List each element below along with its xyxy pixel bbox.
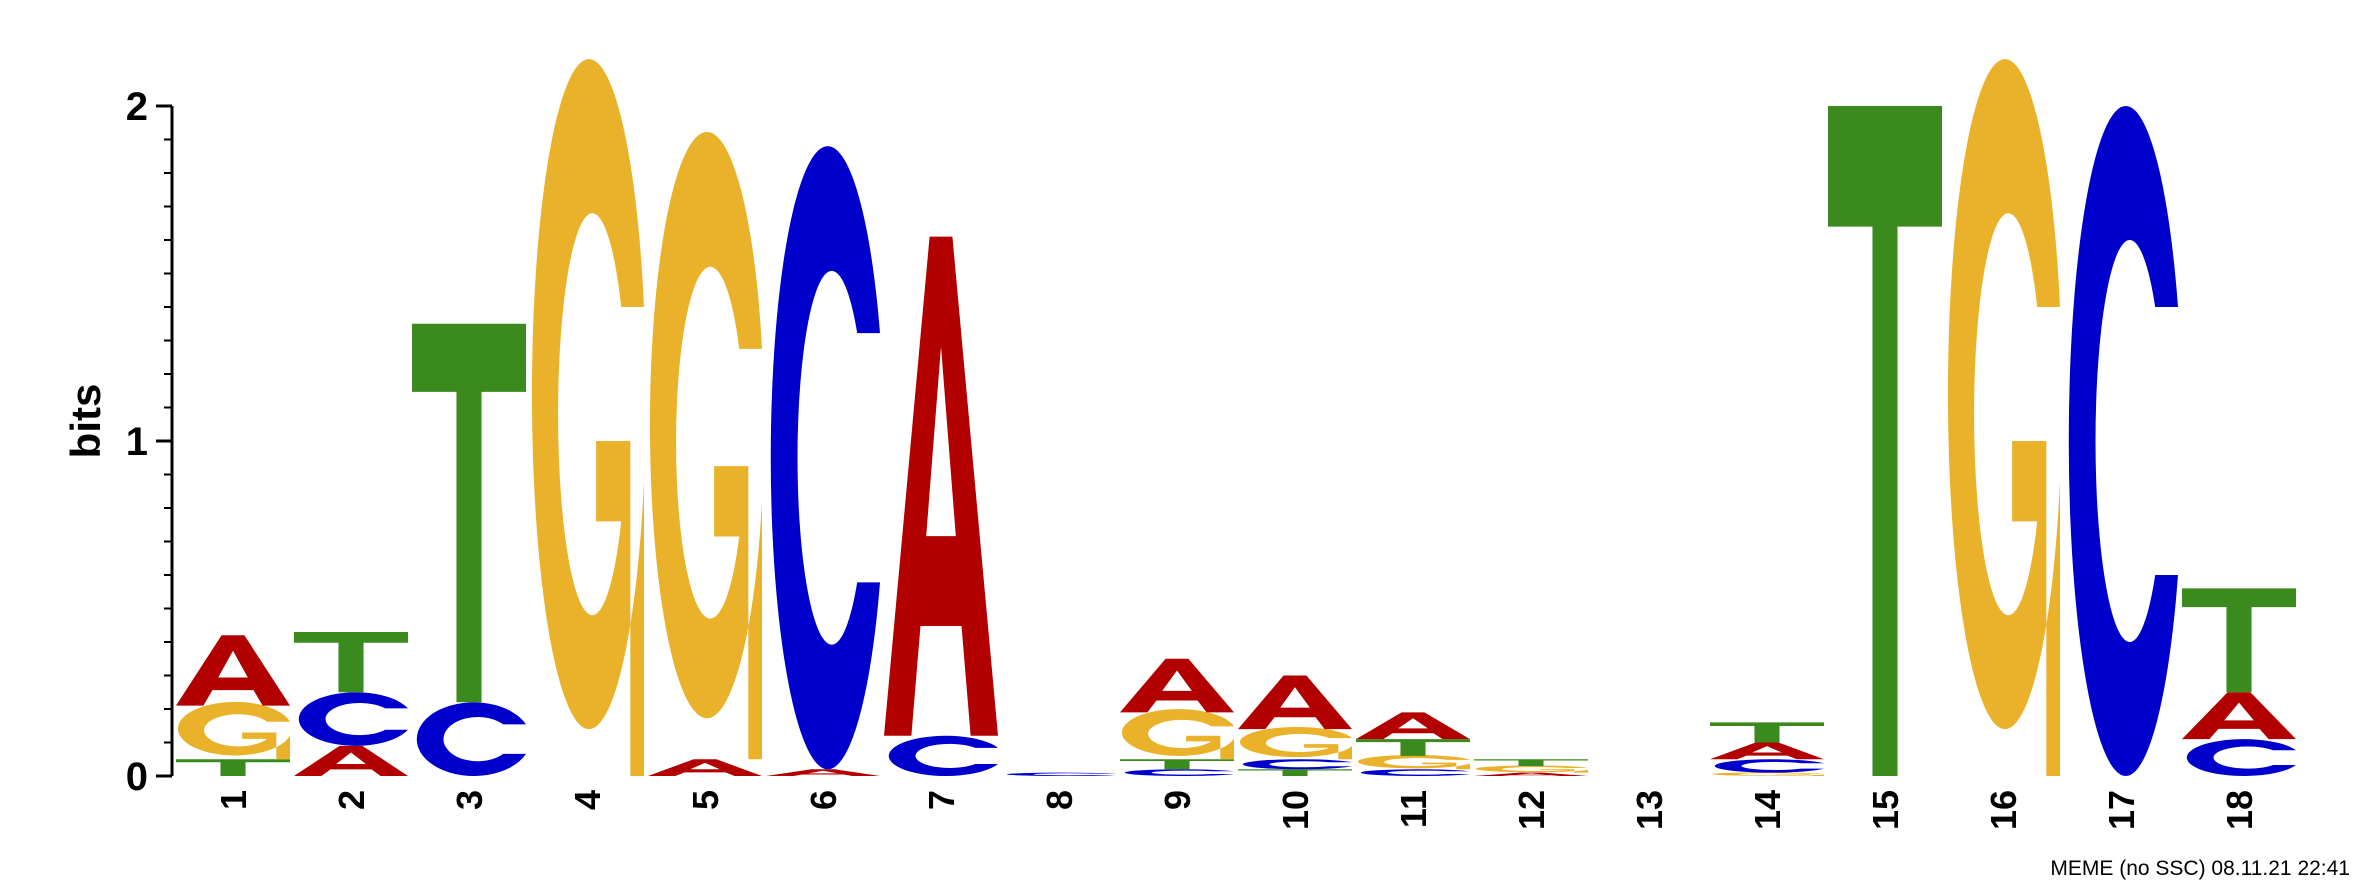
letter-A-pos-18 [2182, 692, 2296, 740]
letter-G-pos-14 [1711, 772, 1824, 776]
letter-G-pos-9 [1121, 709, 1234, 760]
letter-T-pos-15 [1828, 106, 1942, 776]
x-tick-label: 14 [1747, 790, 1788, 830]
letter-C-pos-2 [298, 692, 408, 746]
letter-C-pos-10 [1242, 759, 1352, 770]
letter-G-pos-4 [531, 59, 644, 777]
letter-C-pos-9 [1124, 769, 1234, 776]
letter-T-pos-1 [176, 759, 290, 776]
letter-C-pos-18 [2186, 739, 2296, 776]
x-tick-label: 11 [1393, 790, 1434, 828]
letter-C-pos-8 [1006, 772, 1116, 776]
y-tick-label: 2 [126, 85, 148, 129]
x-tick-label: 6 [803, 790, 844, 810]
letter-A-pos-6 [766, 769, 880, 776]
letter-C-pos-17 [2068, 106, 2178, 777]
letter-A-pos-10 [1238, 675, 1352, 730]
y-tick-label: 0 [126, 755, 148, 799]
letter-T-pos-2 [294, 631, 408, 693]
letter-C-pos-11 [1360, 769, 1470, 776]
letter-G-pos-16 [1947, 59, 2060, 777]
x-tick-label: 1 [213, 790, 254, 810]
letter-G-pos-1 [177, 701, 290, 760]
x-tick-label: 16 [1983, 790, 2024, 830]
y-axis: 0 1 2 bits [62, 85, 174, 799]
x-tick-label: 2 [331, 790, 372, 810]
y-tick-label: 1 [126, 420, 148, 464]
x-tick-label: 7 [921, 790, 962, 810]
letter-C-pos-6 [770, 146, 880, 770]
x-tick-label: 4 [567, 790, 608, 810]
letter-A-pos-5 [648, 759, 762, 776]
x-tick-label: 8 [1039, 790, 1080, 810]
x-axis-labels: 1 2 3 4 5 6 7 8 9 10 11 12 13 14 15 16 17 18 [213, 790, 2260, 830]
letter-A-pos-12 [1474, 772, 1588, 776]
letter-A-pos-14 [1710, 742, 1824, 760]
x-tick-label: 17 [2101, 790, 2142, 830]
x-tick-label: 15 [1865, 790, 1906, 830]
letter-C-pos-3 [416, 702, 526, 776]
footer-credit: MEME (no SSC) 08.11.21 22:41 [2050, 857, 2350, 880]
letter-G-pos-10 [1239, 726, 1352, 760]
letter-T-pos-10 [1238, 769, 1352, 776]
letter-G-pos-11 [1357, 754, 1470, 770]
x-tick-label: 12 [1511, 790, 1552, 830]
letter-stacks [176, 59, 2296, 777]
x-tick-label: 9 [1157, 790, 1198, 810]
x-tick-label: 13 [1629, 790, 1670, 830]
x-tick-label: 3 [449, 790, 490, 810]
letter-A-pos-9 [1120, 658, 1234, 713]
x-tick-label: 5 [685, 790, 726, 810]
letter-T-pos-3 [412, 323, 526, 703]
y-axis-label: bits [62, 384, 109, 459]
letter-C-pos-14 [1714, 759, 1824, 773]
letter-T-pos-9 [1120, 759, 1234, 770]
letter-G-pos-12 [1475, 765, 1588, 773]
letter-T-pos-18 [2182, 588, 2296, 693]
letter-A-pos-1 [176, 635, 290, 706]
letter-G-pos-5 [649, 131, 762, 760]
letter-C-pos-7 [888, 735, 998, 776]
letter-T-pos-14 [1710, 722, 1824, 743]
x-tick-label: 10 [1275, 790, 1316, 830]
letter-T-pos-12 [1474, 759, 1588, 766]
letter-A-pos-7 [884, 236, 998, 736]
letter-A-pos-2 [294, 745, 408, 776]
x-tick-label: 18 [2219, 790, 2260, 830]
letter-A-pos-11 [1356, 712, 1470, 740]
letter-T-pos-11 [1356, 739, 1470, 756]
